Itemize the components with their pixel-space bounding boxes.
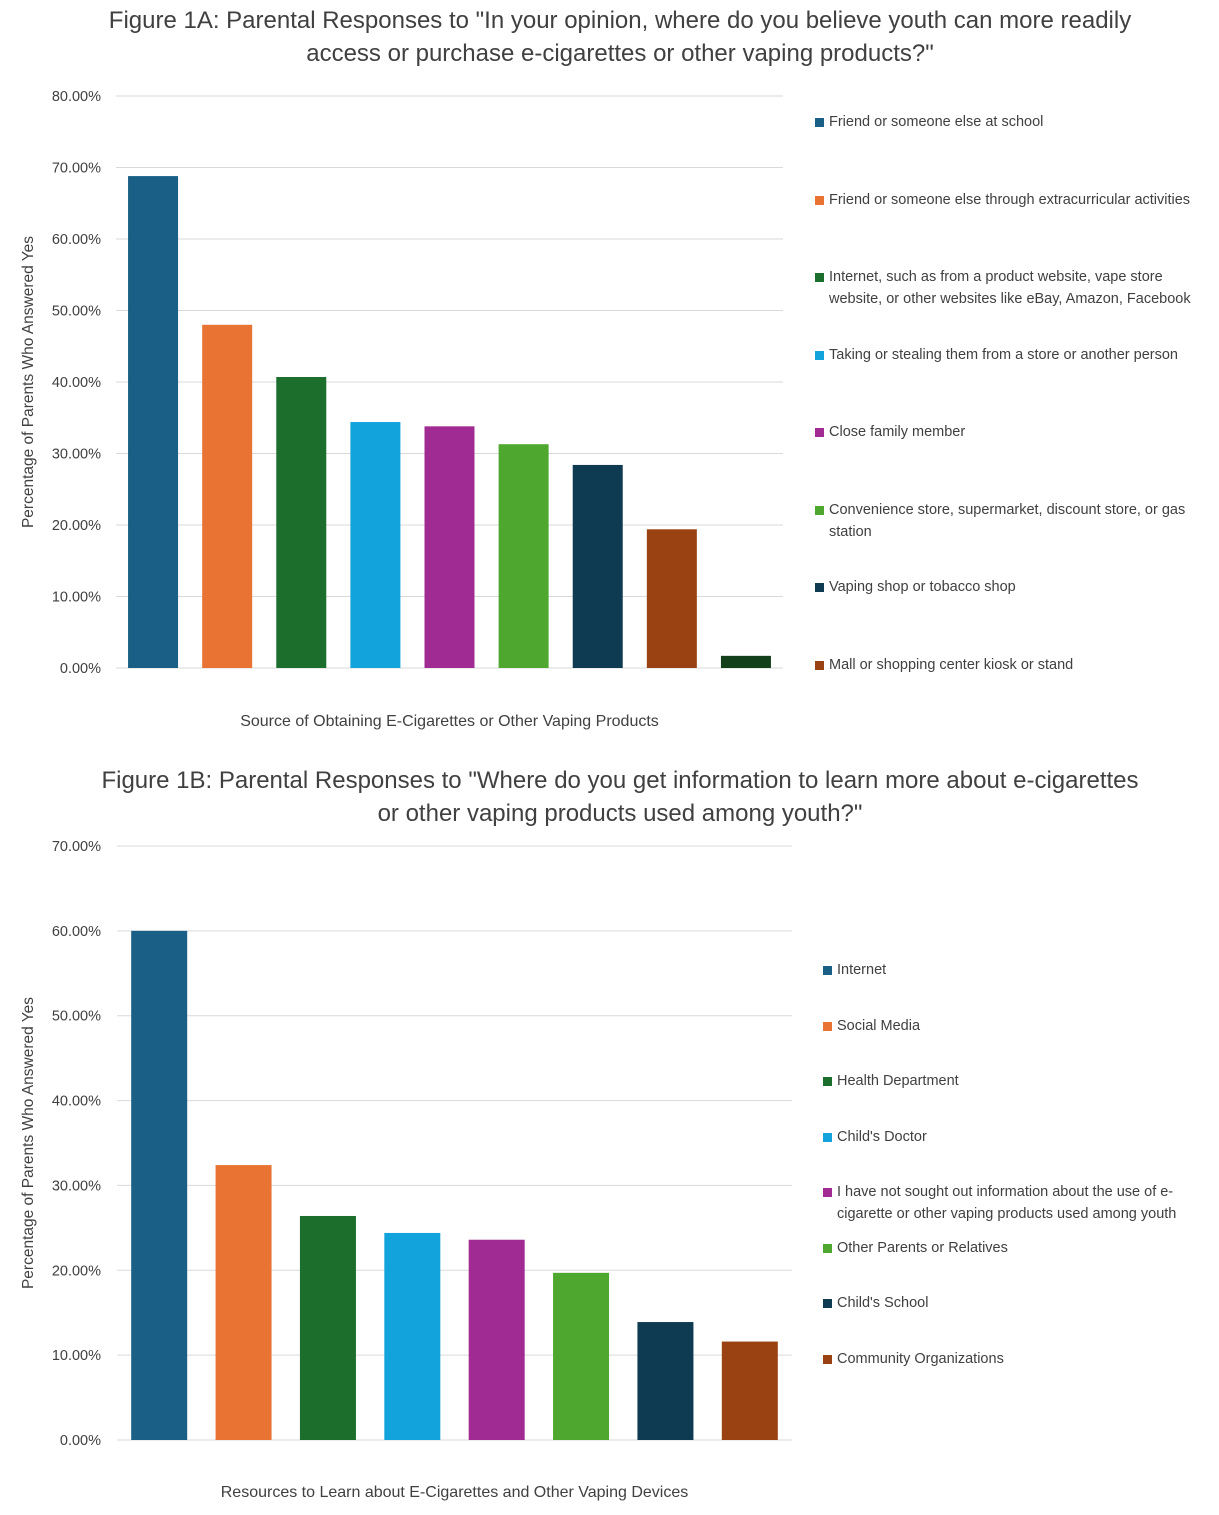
legend-label: Close family member bbox=[829, 424, 966, 440]
legend-swatch bbox=[823, 1021, 832, 1031]
legend-item: Social Media bbox=[823, 1015, 1215, 1037]
bar bbox=[131, 930, 188, 1440]
y-tick-label: 20.00% bbox=[52, 518, 101, 534]
y-tick-label: 50.00% bbox=[52, 304, 101, 320]
bar bbox=[202, 324, 253, 668]
y-axis-label: Percentage of Parents Who Answered Yes bbox=[20, 997, 37, 1289]
legend-swatch bbox=[815, 660, 824, 670]
y-tick-label: 70.00% bbox=[52, 839, 101, 855]
bar bbox=[128, 176, 179, 668]
legend-label: Social Media bbox=[837, 1017, 921, 1034]
legend-item: Internet, such as from a product website… bbox=[815, 266, 1215, 310]
legend-label: Friend or someone else at school bbox=[829, 114, 1044, 130]
bar-chart-1b: 0.00% 10.00% 20.00% 30.00% 40.00% 50.00% 60.00… bbox=[20, 839, 792, 1501]
legend-label: Friend or someone else through extracurr… bbox=[829, 191, 1191, 208]
legend-item: Convenience store, supermarket, discount… bbox=[815, 499, 1215, 543]
legend-item: I have not sought out information about … bbox=[823, 1181, 1215, 1225]
y-tick-label: 60.00% bbox=[52, 232, 101, 248]
x-axis-label: Source of Obtaining E-Cigarettes or Othe… bbox=[240, 713, 659, 730]
legend-item: Taking or stealing them from a store or … bbox=[815, 344, 1215, 366]
legend-label: Child's Doctor bbox=[837, 1128, 927, 1145]
legend-swatch bbox=[823, 966, 832, 975]
figure-1b: Figure 1B: Parental Responses to "Where … bbox=[0, 760, 1219, 1515]
y-tick-label: 50.00% bbox=[52, 1009, 101, 1025]
x-axis-label: Resources to Learn about E-Cigarettes an… bbox=[221, 1484, 689, 1501]
y-tick-label: 20.00% bbox=[52, 1263, 101, 1279]
legend-label: Internet, such as from a product website… bbox=[829, 269, 1191, 307]
bar bbox=[720, 655, 771, 668]
bar bbox=[646, 529, 697, 668]
bar bbox=[350, 422, 401, 668]
y-tick-label: 40.00% bbox=[52, 1094, 101, 1110]
legend-swatch bbox=[823, 1077, 832, 1086]
bar bbox=[299, 1215, 356, 1440]
legend-swatch bbox=[815, 505, 824, 515]
legend-item: Vaping shop or tobacco shop bbox=[815, 576, 1215, 598]
legend-item: Internet bbox=[823, 959, 1215, 981]
legend-label: Convenience store, supermarket, discount… bbox=[829, 501, 1186, 540]
y-tick-label: 30.00% bbox=[52, 447, 101, 463]
y-tick-label: 0.00% bbox=[60, 661, 101, 677]
legend-label: Vaping shop or tobacco shop bbox=[829, 579, 1016, 595]
chart-title: Figure 1A: Parental Responses to "In you… bbox=[108, 7, 1132, 67]
figure-1a: Figure 1A: Parental Responses to "In you… bbox=[0, 0, 1219, 745]
legend-label: Other Parents or Relatives bbox=[837, 1239, 1008, 1256]
legend-label: I have not sought out information about … bbox=[837, 1184, 1177, 1222]
bar bbox=[637, 1322, 694, 1440]
legend-label: Child's School bbox=[837, 1295, 929, 1311]
chart-title: Figure 1B: Parental Responses to "Where … bbox=[101, 767, 1139, 827]
bar-chart-1a: 0.00% 10.00% 20.00% 30.00% 40.00% 50.00% 60.00… bbox=[20, 89, 783, 730]
legend-item: Close family member bbox=[815, 421, 1215, 443]
y-tick-label: 0.00% bbox=[60, 1433, 101, 1449]
legend-label: Health Department bbox=[837, 1073, 959, 1089]
legend-swatch bbox=[815, 583, 824, 592]
legend-swatch bbox=[823, 1354, 832, 1364]
legend-item: Friend or someone else through extracurr… bbox=[815, 189, 1215, 211]
bar bbox=[721, 1341, 778, 1440]
bar bbox=[424, 426, 475, 668]
legend-swatch bbox=[823, 1188, 832, 1197]
bar bbox=[215, 1165, 272, 1440]
legend-swatch bbox=[815, 118, 824, 127]
y-tick-label: 10.00% bbox=[52, 590, 101, 606]
legend-item: Community Organizations bbox=[823, 1348, 1215, 1370]
legend-label: Mall or shopping center kiosk or stand bbox=[829, 656, 1074, 673]
bar bbox=[384, 1232, 441, 1440]
legend-label: Internet bbox=[837, 962, 887, 978]
legend-swatch bbox=[823, 1299, 832, 1308]
legend-swatch bbox=[815, 195, 824, 205]
bar bbox=[553, 1272, 610, 1440]
y-tick-label: 30.00% bbox=[52, 1178, 101, 1194]
bar bbox=[498, 444, 549, 668]
bar bbox=[468, 1239, 525, 1440]
bar bbox=[572, 464, 623, 668]
legend-label: Community Organizations bbox=[837, 1350, 1004, 1367]
legend-item: Friend or someone else at school bbox=[815, 111, 1215, 133]
y-tick-label: 40.00% bbox=[52, 375, 101, 391]
legend-item: Child's School bbox=[823, 1292, 1215, 1314]
legend-swatch bbox=[815, 273, 824, 282]
legend-label: Taking or stealing them from a store or … bbox=[829, 346, 1178, 363]
legend-item: Child's Doctor bbox=[823, 1126, 1215, 1148]
y-tick-label: 10.00% bbox=[52, 1348, 101, 1364]
y-axis-label: Percentage of Parents Who Answered Yes bbox=[20, 236, 37, 528]
legend-swatch bbox=[815, 428, 824, 437]
legend-item: Other Parents or Relatives bbox=[823, 1237, 1215, 1259]
legend-item: Health Department bbox=[823, 1070, 1215, 1092]
y-tick-label: 80.00% bbox=[52, 89, 101, 105]
legend-swatch bbox=[815, 350, 824, 360]
legend-item: Mall or shopping center kiosk or stand bbox=[815, 654, 1215, 676]
y-tick-label: 60.00% bbox=[52, 924, 101, 940]
y-tick-label: 70.00% bbox=[52, 161, 101, 177]
legend-swatch bbox=[823, 1243, 832, 1253]
bar bbox=[276, 376, 327, 668]
legend-swatch bbox=[823, 1132, 832, 1142]
